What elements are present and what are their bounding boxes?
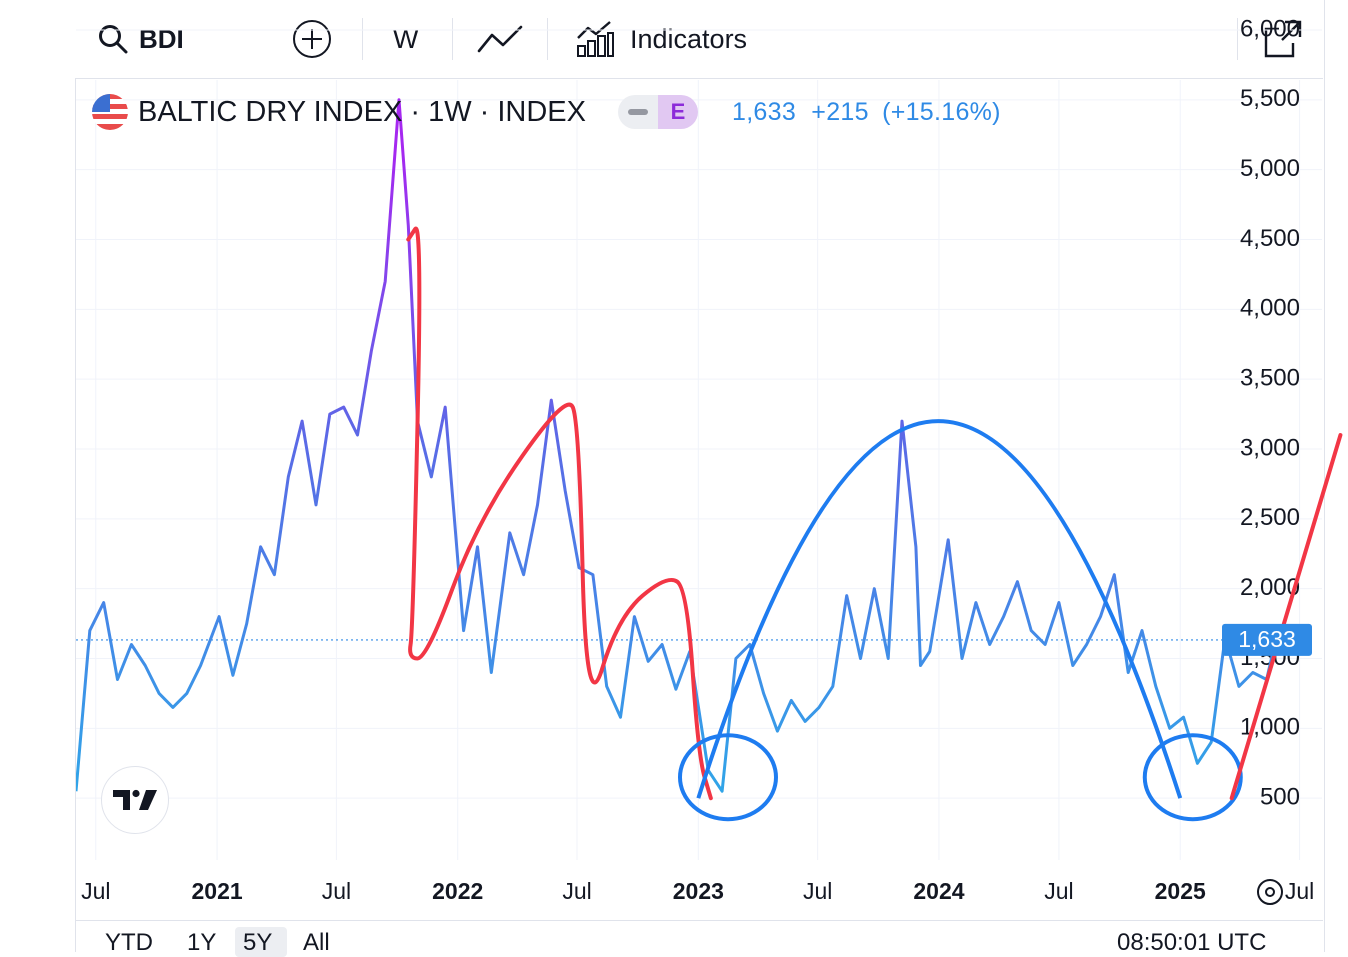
x-tick-label: Jul [562, 878, 591, 904]
indicators-label: Indicators [630, 23, 748, 54]
top-toolbar: BDI W Indicators [75, 0, 1323, 79]
x-tick-label: Jul [1044, 878, 1073, 904]
x-tick-label: Jul [81, 878, 110, 904]
x-tick-label: 2024 [913, 878, 964, 904]
x-tick-label: 2023 [673, 878, 724, 904]
chart-frame [75, 0, 1325, 952]
grid-lines [76, 29, 1322, 860]
range-bar: YTD 1Y 5Y All 08:50:01 UTC [75, 920, 1323, 957]
earnings-badge[interactable]: E [617, 95, 698, 129]
y-tick-label: 4,000 [1240, 295, 1300, 322]
last-price-tag: 1,633 [1222, 623, 1312, 656]
y-tick-label: 3,500 [1240, 365, 1300, 392]
y-axis: 5001,0001,5002,0002,5003,0003,5004,0004,… [1240, 15, 1300, 810]
change-percent: (+15.16%) [882, 97, 1001, 126]
x-tick-label: Jul [803, 878, 832, 904]
indicators-icon [577, 21, 614, 57]
line-chart-icon [477, 25, 523, 53]
annotation-red-line [1229, 433, 1343, 801]
last-price-tag-text: 1,633 [1238, 626, 1296, 652]
x-axis: Jul 2021 Jul 2022 Jul 2023 Jul 2024 Jul 2025 Jul [81, 878, 1314, 905]
x-tick-label: Jul [1285, 878, 1314, 904]
legend-values: 1,633 +215 (+15.16%) [732, 98, 1001, 127]
range-1y[interactable]: 1Y [187, 929, 217, 956]
tv-logo-icon [113, 789, 157, 810]
tradingview-logo[interactable] [101, 766, 169, 834]
us-flag-icon [92, 94, 128, 130]
annotation-blue-arc [696, 419, 1183, 799]
toolbar-divider [1237, 18, 1238, 60]
indicators-button[interactable]: Indicators [575, 0, 747, 78]
y-tick-label: 5,500 [1240, 85, 1300, 112]
range-5y[interactable]: 5Y [243, 929, 273, 956]
change-value: +215 [811, 97, 869, 126]
toolbar-divider [362, 18, 363, 60]
annotation-red-freehand [406, 226, 713, 801]
range-all[interactable]: All [303, 929, 330, 956]
plus-circle-icon [293, 20, 331, 58]
last-value: 1,633 [731, 97, 797, 126]
interval-label: W [393, 23, 419, 54]
interval-button[interactable]: W [393, 0, 418, 78]
x-tick-label: 2021 [191, 878, 242, 904]
annotation-blue-circle [1142, 733, 1243, 822]
external-link-icon [1264, 20, 1302, 58]
clock-time: 08:50:01 UTC [1117, 929, 1267, 956]
range-ytd[interactable]: YTD [105, 929, 153, 956]
earnings-badge-letter: E [657, 95, 698, 129]
collapse-icon [617, 95, 658, 129]
series-line [76, 98, 1278, 793]
settings-icon [1257, 879, 1283, 905]
symbol-search[interactable]: BDI [97, 0, 184, 78]
open-fullscreen-button[interactable] [1263, 0, 1303, 78]
y-tick-label: 4,500 [1240, 225, 1300, 252]
x-tick-label: Jul [322, 878, 351, 904]
symbol-description: BALTIC DRY INDEX · 1W · INDEX [138, 95, 586, 128]
toolbar-divider [452, 18, 453, 60]
y-tick-label: 500 [1260, 784, 1300, 811]
x-tick-label: 2025 [1155, 878, 1206, 904]
chart-legend: BALTIC DRY INDEX · 1W · INDEX E 1,633 +2… [92, 90, 1001, 134]
annotation-blue-circle [677, 733, 778, 822]
chart-type-button[interactable] [477, 0, 523, 78]
compare-button[interactable] [292, 0, 332, 78]
y-tick-label: 6,000 [1240, 15, 1300, 42]
y-tick-label: 2,500 [1240, 504, 1300, 531]
search-icon [99, 25, 128, 54]
symbol-label: BDI [139, 23, 184, 54]
price-chart[interactable]: 5001,0001,5002,0002,5003,0003,5004,0004,… [0, 0, 1348, 920]
drawing-annotations [406, 226, 1343, 822]
settings-icon-center [1265, 887, 1275, 897]
x-tick-label: 2022 [432, 878, 483, 904]
y-tick-label: 5,000 [1240, 155, 1300, 182]
y-tick-label: 3,000 [1240, 434, 1300, 461]
toolbar-divider [547, 18, 548, 60]
